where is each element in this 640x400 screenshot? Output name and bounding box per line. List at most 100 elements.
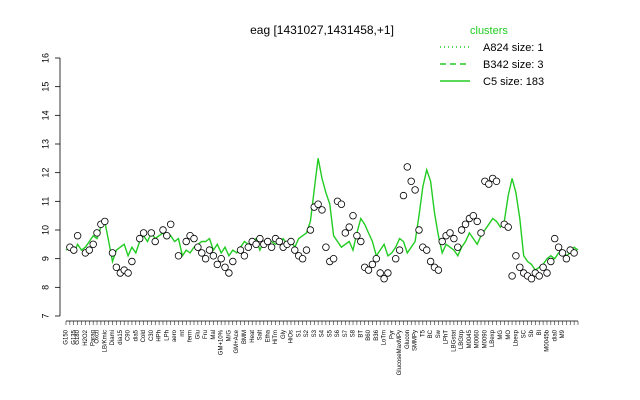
y-tick-label: 15 (40, 82, 50, 92)
data-point (252, 240, 260, 248)
data-point (357, 237, 365, 246)
data-point (221, 263, 229, 271)
data-point (267, 243, 276, 251)
x-tick-label: LPhT (444, 330, 450, 345)
data-point (535, 272, 543, 280)
data-point (264, 237, 272, 246)
data-point (407, 177, 415, 185)
data-point (128, 257, 136, 266)
x-tick-label: M0045 (467, 329, 473, 348)
data-point (275, 237, 283, 246)
x-tick-label: dia0 (552, 329, 558, 341)
x-tick-label: Sw (436, 329, 442, 338)
data-point (395, 246, 404, 254)
data-point (89, 240, 97, 248)
data-point (461, 220, 470, 228)
data-point (469, 211, 477, 220)
x-tick-label: LoTm (382, 330, 388, 345)
x-tick-label: Glu (195, 330, 201, 339)
x-tick-label: Cold (141, 330, 147, 342)
data-point (101, 217, 109, 226)
y-tick-label: 12 (40, 168, 50, 178)
data-point (554, 243, 563, 251)
data-point (570, 249, 578, 257)
data-point (182, 237, 190, 246)
legend-entry-c5: C5 size: 183 (440, 76, 544, 88)
data-point (159, 226, 167, 234)
data-point (190, 234, 198, 243)
legend-entry-b342: B342 size: 3 (440, 59, 544, 71)
x-tick-label: Pyr (389, 330, 395, 339)
data-point (349, 211, 357, 220)
y-tick-label: 9 (40, 256, 50, 261)
data-point (512, 252, 520, 260)
data-point (139, 229, 148, 237)
series-line-c5 (65, 158, 579, 272)
data-point (85, 246, 93, 254)
x-tick-label: M0090 (482, 329, 488, 348)
x-tick-label: ferm (188, 330, 194, 342)
data-point (163, 231, 171, 240)
data-point (411, 186, 419, 194)
data-point (108, 249, 117, 257)
legend-label: B342 size: 3 (483, 59, 544, 71)
data-point (516, 263, 524, 271)
x-tick-label: HiOs (289, 330, 295, 343)
data-point (426, 257, 435, 266)
data-point (225, 269, 233, 277)
x-tick-label: BC (428, 329, 434, 338)
y-tick-label: 7 (40, 313, 50, 318)
data-point (291, 246, 299, 254)
y-tick-label: 10 (40, 225, 50, 235)
x-tick-label: S5 (327, 329, 333, 337)
plot-area (65, 158, 579, 283)
x-tick-label: Oxctl (95, 330, 101, 344)
x-tick-label: aero (172, 329, 178, 342)
data-point (403, 163, 411, 171)
x-tick-label: Fru (203, 330, 209, 339)
x-tick-label: Salt (258, 330, 264, 341)
x-tick-label: C90 (126, 329, 132, 341)
data-point (147, 229, 155, 237)
data-point (485, 180, 493, 188)
x-tick-label: Paraq (91, 330, 97, 346)
data-point (547, 257, 555, 266)
data-point (306, 226, 315, 234)
data-point (229, 257, 237, 266)
data-point (380, 275, 388, 283)
data-point (166, 220, 175, 228)
x-tick-label: Sb (529, 329, 535, 337)
x-tick-label: S1 (296, 329, 302, 337)
data-point (558, 249, 567, 257)
data-point (434, 266, 443, 274)
data-point (457, 226, 466, 234)
x-tick-label: G135 (71, 329, 77, 344)
y-tick-label: 8 (40, 285, 50, 290)
data-point (198, 249, 206, 257)
data-point (201, 255, 210, 263)
data-point (508, 272, 516, 280)
x-tick-label: Etha (265, 329, 271, 342)
x-tick-label: HiTm (273, 330, 279, 344)
data-point (287, 237, 295, 246)
data-point (527, 275, 536, 283)
x-tick-label: Heat (250, 330, 256, 343)
x-tick-label: LBexp (490, 329, 496, 347)
x-tick-label: B36 (374, 329, 380, 340)
data-point (73, 231, 82, 240)
x-tick-label: Gly (281, 330, 287, 339)
x-tick-label: G180 (75, 329, 81, 344)
data-point (174, 252, 183, 260)
x-tick-label: SMMPy (413, 330, 419, 351)
data-point (368, 260, 377, 269)
data-point (492, 177, 501, 185)
data-point (135, 234, 144, 243)
data-point (477, 229, 485, 237)
x-tick-label: S2 (304, 329, 310, 337)
legend-label: A824 size: 1 (483, 42, 544, 54)
data-point (240, 252, 249, 260)
data-point (539, 263, 547, 271)
data-point (438, 237, 446, 246)
